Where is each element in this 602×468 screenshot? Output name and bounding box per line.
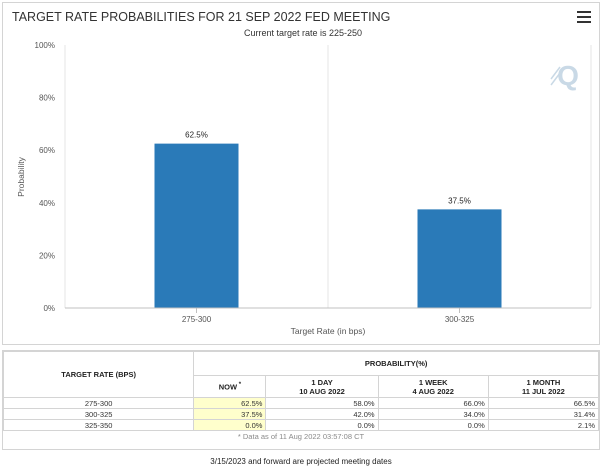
rate-cell: 275-300 (2, 397, 195, 409)
probability-cell: 66.5% (487, 397, 600, 409)
probability-header: PROBABILITY(%) (193, 351, 599, 376)
y-tick-label: 60% (39, 146, 55, 155)
logo-q-icon: Q (557, 60, 579, 91)
probability-cell: 62.5% (193, 397, 267, 409)
y-tick-label: 0% (43, 304, 55, 313)
x-tick-label: 275-300 (182, 315, 212, 324)
table-row: 275-300 62.5% 58.0% 66.0% 66.5% (2, 397, 600, 409)
column-header: 1 WEEK 4 AUG 2022 (377, 375, 489, 398)
bar-data-label: 62.5% (185, 131, 208, 140)
probability-table-panel: TARGET RATE (BPS) PROBABILITY(%) NOW * 1 … (2, 350, 600, 450)
y-tick-label: 40% (39, 199, 55, 208)
column-header: 1 DAY 10 AUG 2022 (265, 375, 379, 398)
probability-cell: 66.0% (377, 397, 489, 409)
logo-stripe (550, 66, 561, 80)
bar[interactable] (154, 143, 239, 308)
bar-data-label: 37.5% (448, 196, 471, 205)
chart-title: TARGET RATE PROBABILITIES FOR 21 SEP 202… (12, 10, 390, 24)
table-row: 300-325 37.5% 42.0% 34.0% 31.4% (2, 408, 600, 420)
projection-footnote: 3/15/2023 and forward are projected meet… (210, 457, 392, 466)
column-header: 1 MONTH 11 JUL 2022 (487, 375, 600, 398)
y-tick-label: 20% (39, 251, 55, 260)
probability-cell: 37.5% (193, 408, 267, 420)
table-row: 325-350 0.0% 0.0% 0.0% 2.1% (2, 419, 600, 431)
bar-chart: TARGET RATE PROBABILITIES FOR 21 SEP 202… (12, 10, 592, 336)
x-axis-label: Target Rate (in bps) (291, 326, 366, 336)
chart-subtitle: Current target rate is 225-250 (244, 28, 362, 38)
y-axis-label: Probability (16, 156, 26, 196)
target-rate-header: TARGET RATE (BPS) (2, 351, 195, 398)
probability-cell: 34.0% (377, 408, 489, 420)
probability-cell: 58.0% (265, 397, 379, 409)
menu-icon[interactable] (577, 11, 591, 23)
rate-cell: 325-350 (2, 419, 195, 431)
column-header: NOW * (193, 375, 267, 398)
probability-cell: 0.0% (265, 419, 379, 431)
data-timestamp-note: * Data as of 11 Aug 2022 03:57:08 CT (237, 432, 365, 441)
bar[interactable] (417, 209, 502, 308)
logo-stripe (550, 68, 564, 86)
probability-cell: 2.1% (487, 419, 600, 431)
probability-cell: 0.0% (193, 419, 267, 431)
probability-table: TARGET RATE (BPS) PROBABILITY(%) NOW * 1 … (2, 351, 600, 431)
chart-panel: TARGET RATE PROBABILITIES FOR 21 SEP 202… (2, 2, 600, 345)
x-tick-label: 300-325 (445, 315, 475, 324)
probability-cell: 31.4% (487, 408, 600, 420)
probability-cell: 0.0% (377, 419, 489, 431)
probability-cell: 42.0% (265, 408, 379, 420)
y-tick-label: 100% (35, 41, 55, 50)
rate-cell: 300-325 (2, 408, 195, 420)
y-tick-label: 80% (39, 94, 55, 103)
